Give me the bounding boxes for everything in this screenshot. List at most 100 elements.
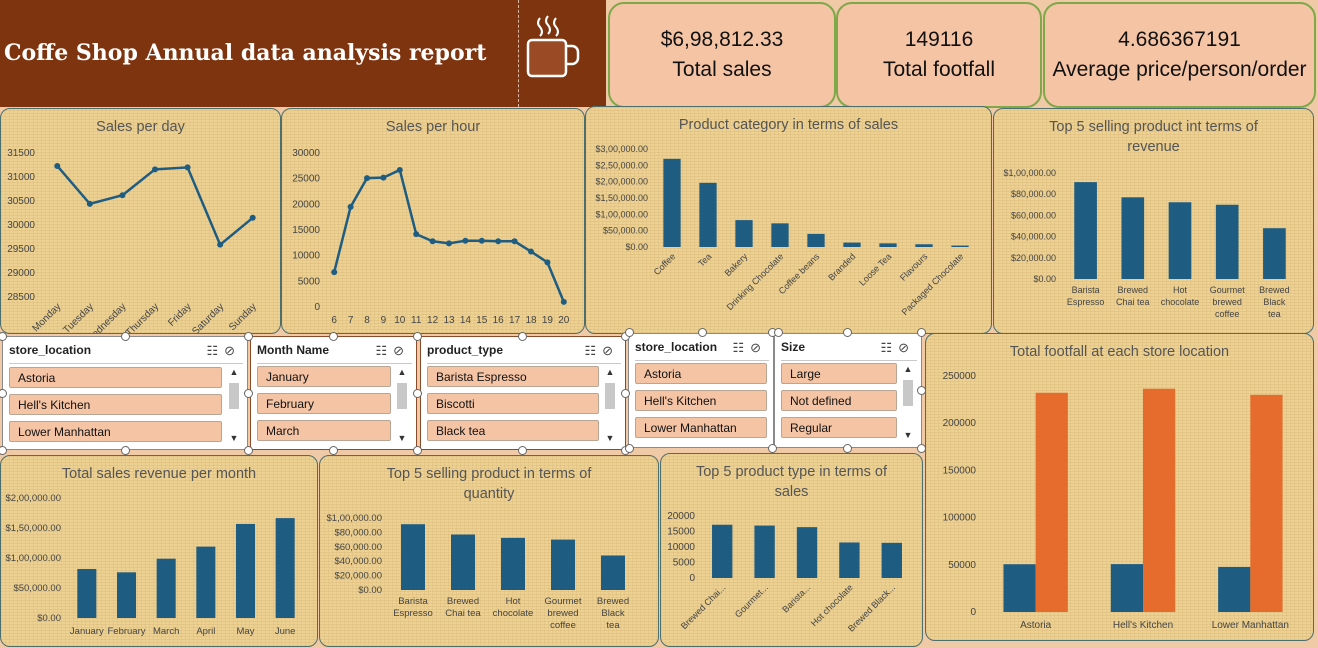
slicer-item[interactable]: Biscotti xyxy=(427,393,599,414)
sales-per-hour-chart: 30000 25000 20000 15000 10000 5000 06 7 8 9 10 11 12… xyxy=(292,148,570,326)
clear-filter-icon[interactable]: ⊘ xyxy=(224,343,241,358)
resize-handle[interactable] xyxy=(244,389,253,398)
slicer-item[interactable]: Barista Espresso xyxy=(427,366,599,387)
bar xyxy=(796,527,818,578)
scroll-up-icon[interactable]: ▲ xyxy=(397,367,407,377)
slicer-item[interactable]: Astoria xyxy=(635,363,767,384)
slicer-scrollbar[interactable]: ▲ ▼ xyxy=(227,367,241,443)
slicer-item[interactable]: March xyxy=(257,420,391,441)
multi-select-icon[interactable]: ☷ xyxy=(206,343,225,358)
x-tick-label: March xyxy=(153,626,179,637)
slicer-item[interactable]: Lower Manhattan xyxy=(9,421,222,442)
y-tick-label: 30000 xyxy=(292,148,320,159)
clear-filter-icon[interactable]: ⊘ xyxy=(750,340,767,355)
slicer-item[interactable]: Lower Manhattan xyxy=(635,417,767,438)
y-tick-label: 30000 xyxy=(7,220,35,231)
resize-handle[interactable] xyxy=(625,444,634,453)
resize-handle[interactable] xyxy=(774,328,783,337)
header-divider xyxy=(518,0,519,107)
y-tick-label: $80,000.00 xyxy=(1011,189,1056,199)
y-tick-label: 20000 xyxy=(667,511,695,522)
slicer-item[interactable]: January xyxy=(257,366,391,387)
scroll-thumb[interactable] xyxy=(229,383,239,409)
multi-select-icon[interactable]: ☷ xyxy=(732,340,751,355)
x-tick-label: Tuesday xyxy=(61,301,96,333)
x-tick-label: Brewed Chai tea xyxy=(1116,285,1150,307)
slicer-item[interactable]: Hell's Kitchen xyxy=(635,390,767,411)
resize-handle[interactable] xyxy=(0,389,7,398)
resize-handle[interactable] xyxy=(244,332,253,341)
resize-handle[interactable] xyxy=(413,446,422,455)
y-tick-label: $20,000.00 xyxy=(334,571,382,582)
slicer-scrollbar[interactable]: ▲ ▼ xyxy=(395,367,409,443)
y-tick-label: $80,000.00 xyxy=(334,527,382,538)
resize-handle[interactable] xyxy=(413,389,422,398)
resize-handle[interactable] xyxy=(518,332,527,341)
y-tick-label: 5000 xyxy=(673,558,696,569)
bar xyxy=(771,223,789,247)
resize-handle[interactable] xyxy=(518,446,527,455)
multi-select-icon[interactable]: ☷ xyxy=(375,343,394,358)
scroll-down-icon[interactable]: ▼ xyxy=(397,433,407,443)
resize-handle[interactable] xyxy=(698,328,707,337)
scroll-up-icon[interactable]: ▲ xyxy=(903,364,913,374)
resize-handle[interactable] xyxy=(0,332,7,341)
scroll-up-icon[interactable]: ▲ xyxy=(605,367,615,377)
multi-select-icon[interactable]: ☷ xyxy=(584,343,603,358)
scroll-thumb[interactable] xyxy=(397,383,407,409)
scroll-thumb[interactable] xyxy=(903,380,913,406)
slicer-item[interactable]: Not defined xyxy=(781,390,897,411)
slicer-item[interactable]: Large xyxy=(781,363,897,384)
slicer-store-location-2[interactable]: store_location ☷⊘ Astoria Hell's Kitchen … xyxy=(628,333,774,448)
scroll-down-icon[interactable]: ▼ xyxy=(903,430,913,440)
resize-handle[interactable] xyxy=(917,386,926,395)
resize-handle[interactable] xyxy=(843,444,852,453)
y-tick-label: 30500 xyxy=(7,196,35,207)
x-tick-label: 12 xyxy=(427,315,439,326)
slicer-item[interactable]: Astoria xyxy=(9,367,222,388)
slicer-scrollbar[interactable]: ▲ ▼ xyxy=(603,367,617,443)
resize-handle[interactable] xyxy=(621,389,630,398)
x-tick-label: Hell's Kitchen xyxy=(1113,620,1173,631)
slicer-store-location[interactable]: store_location ☷⊘ Astoria Hell's Kitchen … xyxy=(2,336,248,450)
scroll-thumb[interactable] xyxy=(605,383,615,409)
slicer-scrollbar[interactable]: ▲ ▼ xyxy=(901,364,915,440)
clear-filter-icon[interactable]: ⊘ xyxy=(898,340,915,355)
resize-handle[interactable] xyxy=(121,332,130,341)
y-tick-label: $50,000.00 xyxy=(13,583,61,594)
slicer-size[interactable]: Size ☷⊘ Large Not defined Regular ▲ ▼ xyxy=(774,333,922,448)
scroll-up-icon[interactable]: ▲ xyxy=(229,367,239,377)
clear-filter-icon[interactable]: ⊘ xyxy=(393,343,410,358)
y-tick-label: 0 xyxy=(314,302,320,313)
resize-handle[interactable] xyxy=(768,444,777,453)
resize-handle[interactable] xyxy=(329,332,338,341)
slicer-item[interactable]: Black tea xyxy=(427,420,599,441)
slicer-item[interactable]: Hell's Kitchen xyxy=(9,394,222,415)
clear-filter-icon[interactable]: ⊘ xyxy=(602,343,619,358)
slicer-month-name[interactable]: Month Name ☷⊘ January February March ▲ ▼ xyxy=(250,336,417,450)
data-point xyxy=(429,238,436,245)
x-tick-label: Barista Espresso xyxy=(1067,285,1105,307)
resize-handle[interactable] xyxy=(917,444,926,453)
bar xyxy=(951,245,969,247)
resize-handle[interactable] xyxy=(843,328,852,337)
resize-handle[interactable] xyxy=(413,332,422,341)
resize-handle[interactable] xyxy=(121,446,130,455)
resize-handle[interactable] xyxy=(0,446,7,455)
scroll-down-icon[interactable]: ▼ xyxy=(605,433,615,443)
x-tick-label: 19 xyxy=(542,315,554,326)
resize-handle[interactable] xyxy=(625,328,634,337)
slicer-item[interactable]: February xyxy=(257,393,391,414)
resize-handle[interactable] xyxy=(329,446,338,455)
x-tick-label: February xyxy=(107,626,145,637)
multi-select-icon[interactable]: ☷ xyxy=(880,340,899,355)
x-tick-label: 14 xyxy=(460,315,472,326)
bar xyxy=(754,525,775,578)
slicer-product-type[interactable]: product_type ☷⊘ Barista Espresso Biscotti… xyxy=(420,336,626,450)
resize-handle[interactable] xyxy=(917,328,926,337)
resize-handle[interactable] xyxy=(244,446,253,455)
y-tick-label: 29000 xyxy=(7,268,35,279)
y-tick-label: $0.00 xyxy=(625,242,648,252)
slicer-item[interactable]: Regular xyxy=(781,417,897,438)
scroll-down-icon[interactable]: ▼ xyxy=(229,433,239,443)
